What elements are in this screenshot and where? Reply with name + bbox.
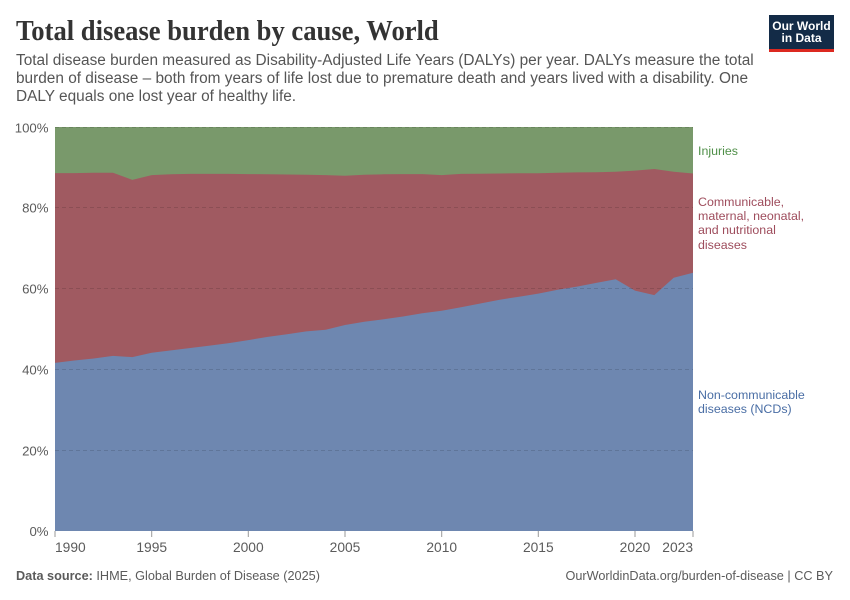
svg-text:80%: 80% (22, 200, 49, 215)
svg-text:1990: 1990 (55, 540, 86, 555)
svg-text:0%: 0% (29, 524, 48, 539)
svg-text:1995: 1995 (136, 540, 167, 555)
svg-text:40%: 40% (22, 362, 49, 377)
svg-text:2000: 2000 (233, 540, 264, 555)
svg-text:60%: 60% (22, 281, 49, 296)
svg-text:2015: 2015 (523, 540, 554, 555)
svg-text:100%: 100% (15, 120, 49, 135)
svg-text:2023: 2023 (662, 540, 693, 555)
svg-text:20%: 20% (22, 443, 49, 458)
svg-text:2020: 2020 (620, 540, 651, 555)
svg-text:2005: 2005 (330, 540, 361, 555)
svg-text:2010: 2010 (426, 540, 457, 555)
